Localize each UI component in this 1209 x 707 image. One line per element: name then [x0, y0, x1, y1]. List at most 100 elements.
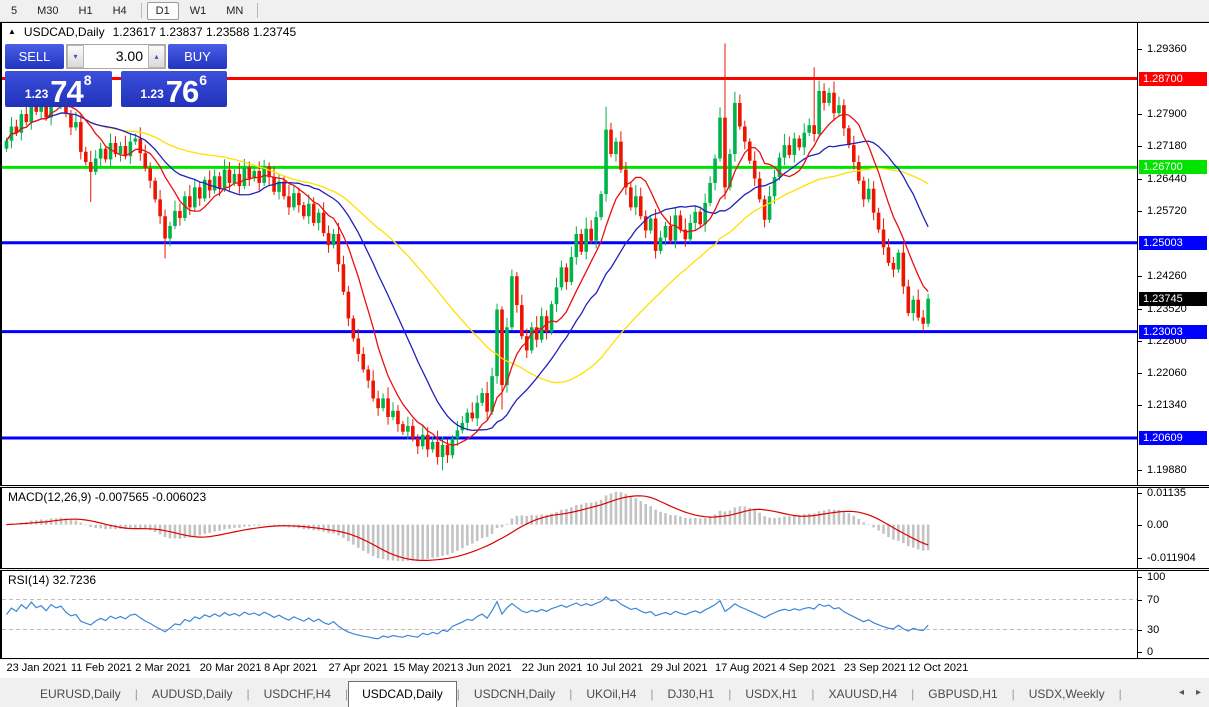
axis-tick [1138, 577, 1142, 578]
volume-field[interactable]: 3.00 [115, 48, 143, 64]
tab-usdchf-h4[interactable]: USDCHF,H4 [263, 687, 331, 701]
axis-tick [1138, 178, 1142, 180]
timeframe-button-d1[interactable]: D1 [146, 1, 179, 20]
tab-gbpusd-h1[interactable]: GBPUSD,H1 [928, 687, 998, 701]
one-click-trade-panel: SELL ▾ 3.00 ▴ BUY 1.23 74 8 1.23 76 6 [5, 44, 227, 107]
rsi-tick-label: 30 [1147, 623, 1160, 636]
price-axis[interactable]: 1.29360 1.27900 1.27180 1.26440 1.25720 1.242… [1137, 22, 1209, 486]
horizontal-lines [2, 77, 1137, 440]
macd-axis[interactable]: 0.01135 0.00 -0.011904 [1137, 487, 1209, 569]
buy-price-prefix: 1.23 [140, 87, 164, 101]
timeframe-button-5[interactable]: 5 [11, 4, 18, 17]
macd-tick-label: -0.011904 [1147, 551, 1196, 564]
price-line-badge: 1.25003 [1139, 235, 1207, 250]
tab-scroll-left-icon[interactable]: ◂ [1178, 687, 1184, 698]
axis-tick [1138, 275, 1142, 277]
date-label: 22 Jun 2021 [521, 662, 583, 674]
candlestick-chart[interactable] [2, 23, 1137, 485]
tab-separator: | [811, 687, 815, 701]
ma-line-20 [5, 112, 929, 431]
tab-audusd-daily[interactable]: AUDUSD,Daily [151, 687, 233, 701]
axis-tick [1138, 340, 1142, 342]
price-line-badge: 1.20609 [1139, 430, 1207, 445]
candles [4, 43, 930, 471]
tab-xauusd-h4[interactable]: XAUUSD,H4 [828, 687, 898, 701]
tab-ukoil-h4[interactable]: UKOil,H4 [586, 687, 637, 701]
axis-tick [1138, 599, 1142, 601]
price-chart-pane[interactable]: ▲ USDCAD,Daily 1.23617 1.23837 1.23588 1… [0, 22, 1137, 486]
volume-stepper: ▾ 3.00 ▴ [66, 44, 166, 69]
date-label: 10 Jul 2021 [586, 662, 644, 674]
date-label: 8 Apr 2021 [264, 662, 318, 674]
timeframe-button-m30[interactable]: M30 [37, 4, 59, 17]
buy-button[interactable]: BUY [168, 44, 227, 69]
axis-tick [1138, 49, 1142, 51]
macd-signal-line [6, 495, 929, 561]
date-label: 15 May 2021 [392, 662, 457, 674]
axis-tick [1138, 405, 1142, 407]
volume-increase-icon[interactable]: ▴ [148, 45, 165, 68]
tab-separator: | [1011, 687, 1015, 701]
timeframe-button-mn[interactable]: MN [226, 4, 244, 17]
sell-price-prefix: 1.23 [24, 87, 49, 101]
tab-usdcnh-daily[interactable]: USDCNH,Daily [473, 687, 556, 701]
date-label: 4 Sep 2021 [779, 662, 836, 674]
tab-scroll-nav: ◂ ▸ [1179, 687, 1201, 698]
buy-price-display[interactable]: 1.23 76 6 [120, 71, 227, 109]
rsi-line [6, 596, 929, 640]
price-tick-label: 1.19880 [1147, 464, 1187, 477]
tab-usdx-h1[interactable]: USDX,H1 [745, 687, 798, 701]
tab-usdcad-daily[interactable]: USDCAD,Daily [348, 681, 457, 707]
tab-separator: | [456, 687, 460, 701]
price-tick-label: 1.27180 [1147, 140, 1187, 153]
date-label: 12 Oct 2021 [908, 662, 969, 674]
tab-separator: | [134, 687, 138, 701]
rsi-tick-label: 0 [1147, 646, 1154, 658]
volume-decrease-icon[interactable]: ▾ [67, 45, 84, 68]
tab-separator: | [911, 687, 915, 701]
rsi-tick-label: 100 [1147, 571, 1166, 583]
tab-usdx-weekly[interactable]: USDX,Weekly [1028, 687, 1105, 701]
tab-eurusd-daily[interactable]: EURUSD,Daily [40, 687, 121, 701]
sell-price-display[interactable]: 1.23 74 8 [5, 71, 112, 107]
tab-scroll-right-icon[interactable]: ▸ [1195, 687, 1201, 698]
sell-button[interactable]: SELL [5, 44, 64, 69]
price-tick-label: 1.21340 [1147, 399, 1187, 412]
rsi-indicator-pane[interactable]: RSI(14) 32.7236 [0, 570, 1137, 659]
price-tick-label: 1.25720 [1147, 204, 1187, 217]
tab-separator: | [246, 687, 250, 701]
chart-tab-bar: EURUSD,Daily | AUDUSD,Daily | USDCHF,H4 | USDC… [0, 678, 1209, 707]
axis-tick [1138, 557, 1142, 559]
date-label: 3 Jun 2021 [457, 662, 512, 674]
tab-separator: | [1118, 687, 1122, 701]
tab-separator: | [344, 687, 349, 701]
axis-tick [1138, 114, 1142, 116]
timeframe-button-h4[interactable]: H4 [112, 4, 127, 17]
buy-price-sup: 6 [199, 72, 208, 88]
axis-tick [1138, 146, 1142, 148]
date-label: 23 Sep 2021 [843, 662, 907, 674]
axis-tick [1138, 210, 1142, 212]
timeframe-button-w1[interactable]: W1 [189, 4, 207, 17]
axis-tick [1138, 470, 1142, 472]
timeframe-button-h1[interactable]: H1 [78, 4, 93, 17]
date-label: 11 Feb 2021 [70, 662, 132, 674]
price-tick-label: 1.29360 [1147, 43, 1187, 56]
sell-price-big: 74 [50, 74, 83, 109]
date-axis[interactable]: 23 Jan 2021 11 Feb 2021 2 Mar 2021 20 Mar 2… [0, 660, 1209, 679]
date-label: 2 Mar 2021 [135, 662, 191, 674]
rsi-axis[interactable]: 100 70 30 0 [1137, 570, 1209, 659]
axis-tick [1138, 492, 1142, 494]
tab-dj30-h1[interactable]: DJ30,H1 [667, 687, 715, 701]
axis-tick [1138, 629, 1142, 631]
rsi-chart [2, 596, 1137, 640]
chart-symbol-label: USDCAD,Daily [23, 25, 105, 39]
buy-price-big: 76 [165, 74, 199, 109]
macd-indicator-pane[interactable]: MACD(12,26,9) -0.007565 -0.006023 [0, 487, 1137, 569]
toolbar-separator [140, 3, 142, 18]
chart-ohlc-values: 1.23617 1.23837 1.23588 1.23745 [112, 25, 297, 39]
date-label: 23 Jan 2021 [6, 662, 68, 674]
axis-tick [1138, 373, 1142, 375]
axis-tick [1138, 308, 1142, 310]
axis-tick [1138, 652, 1142, 653]
